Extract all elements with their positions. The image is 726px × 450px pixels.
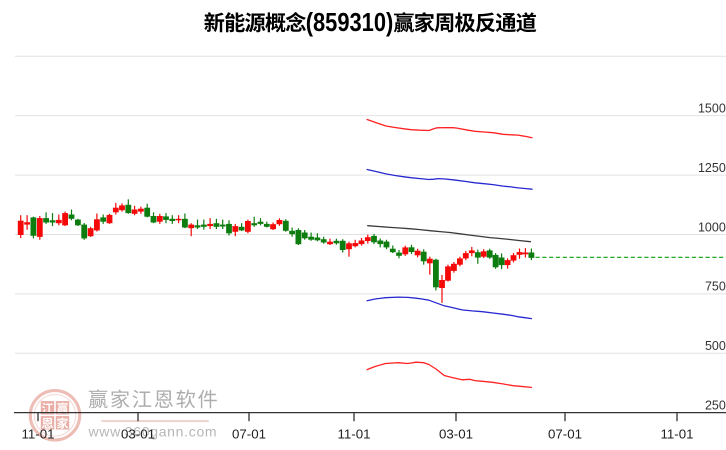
svg-text:1250: 1250 [698, 161, 726, 175]
svg-text:(859310): (859310) [306, 7, 394, 37]
svg-text:03-01: 03-01 [439, 427, 473, 442]
svg-text:11-01: 11-01 [337, 427, 370, 442]
svg-text:07-01: 07-01 [232, 427, 266, 442]
svg-text:500: 500 [705, 339, 726, 353]
svg-text:07-01: 07-01 [548, 427, 582, 442]
svg-text:www.360gann.com: www.360gann.com [88, 423, 218, 439]
svg-text:1000: 1000 [698, 220, 726, 234]
svg-text:750: 750 [705, 280, 726, 294]
svg-text:250: 250 [705, 398, 726, 412]
svg-text:11-01: 11-01 [660, 427, 693, 442]
svg-text:11-01: 11-01 [21, 427, 54, 442]
svg-text:1500: 1500 [698, 101, 726, 115]
svg-text:03-01: 03-01 [121, 427, 155, 442]
